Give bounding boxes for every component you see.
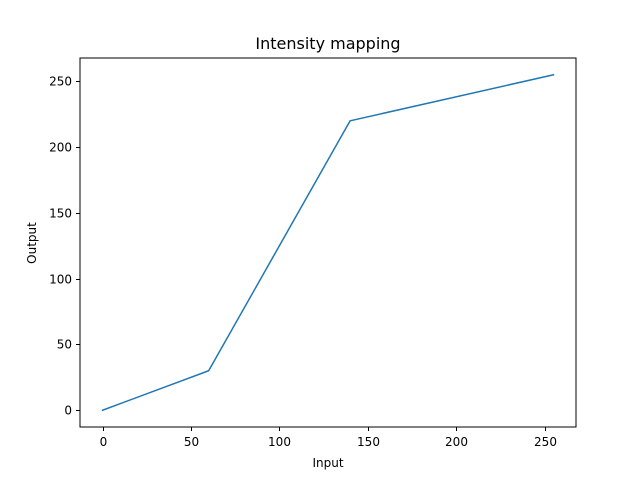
- y-tick-label: 50: [57, 338, 72, 352]
- series-line: [101, 73, 555, 412]
- y-tick-label: 200: [49, 141, 72, 155]
- x-axis-label: Input: [312, 456, 343, 470]
- x-tick-label: 200: [445, 435, 468, 449]
- x-tick-label: 0: [100, 435, 108, 449]
- chart-title: Intensity mapping: [255, 34, 400, 53]
- y-tick-label: 150: [49, 207, 72, 221]
- x-tick-label: 50: [184, 435, 199, 449]
- y-tick-label: 250: [49, 75, 72, 89]
- x-tick-label: 150: [357, 435, 380, 449]
- y-tick-label: 100: [49, 273, 72, 287]
- y-tick-label: 0: [64, 404, 72, 418]
- y-axis-label: Output: [25, 222, 39, 264]
- plot-area-frame: [79, 57, 577, 428]
- x-tick-label: 100: [268, 435, 291, 449]
- x-tick-label: 250: [534, 435, 557, 449]
